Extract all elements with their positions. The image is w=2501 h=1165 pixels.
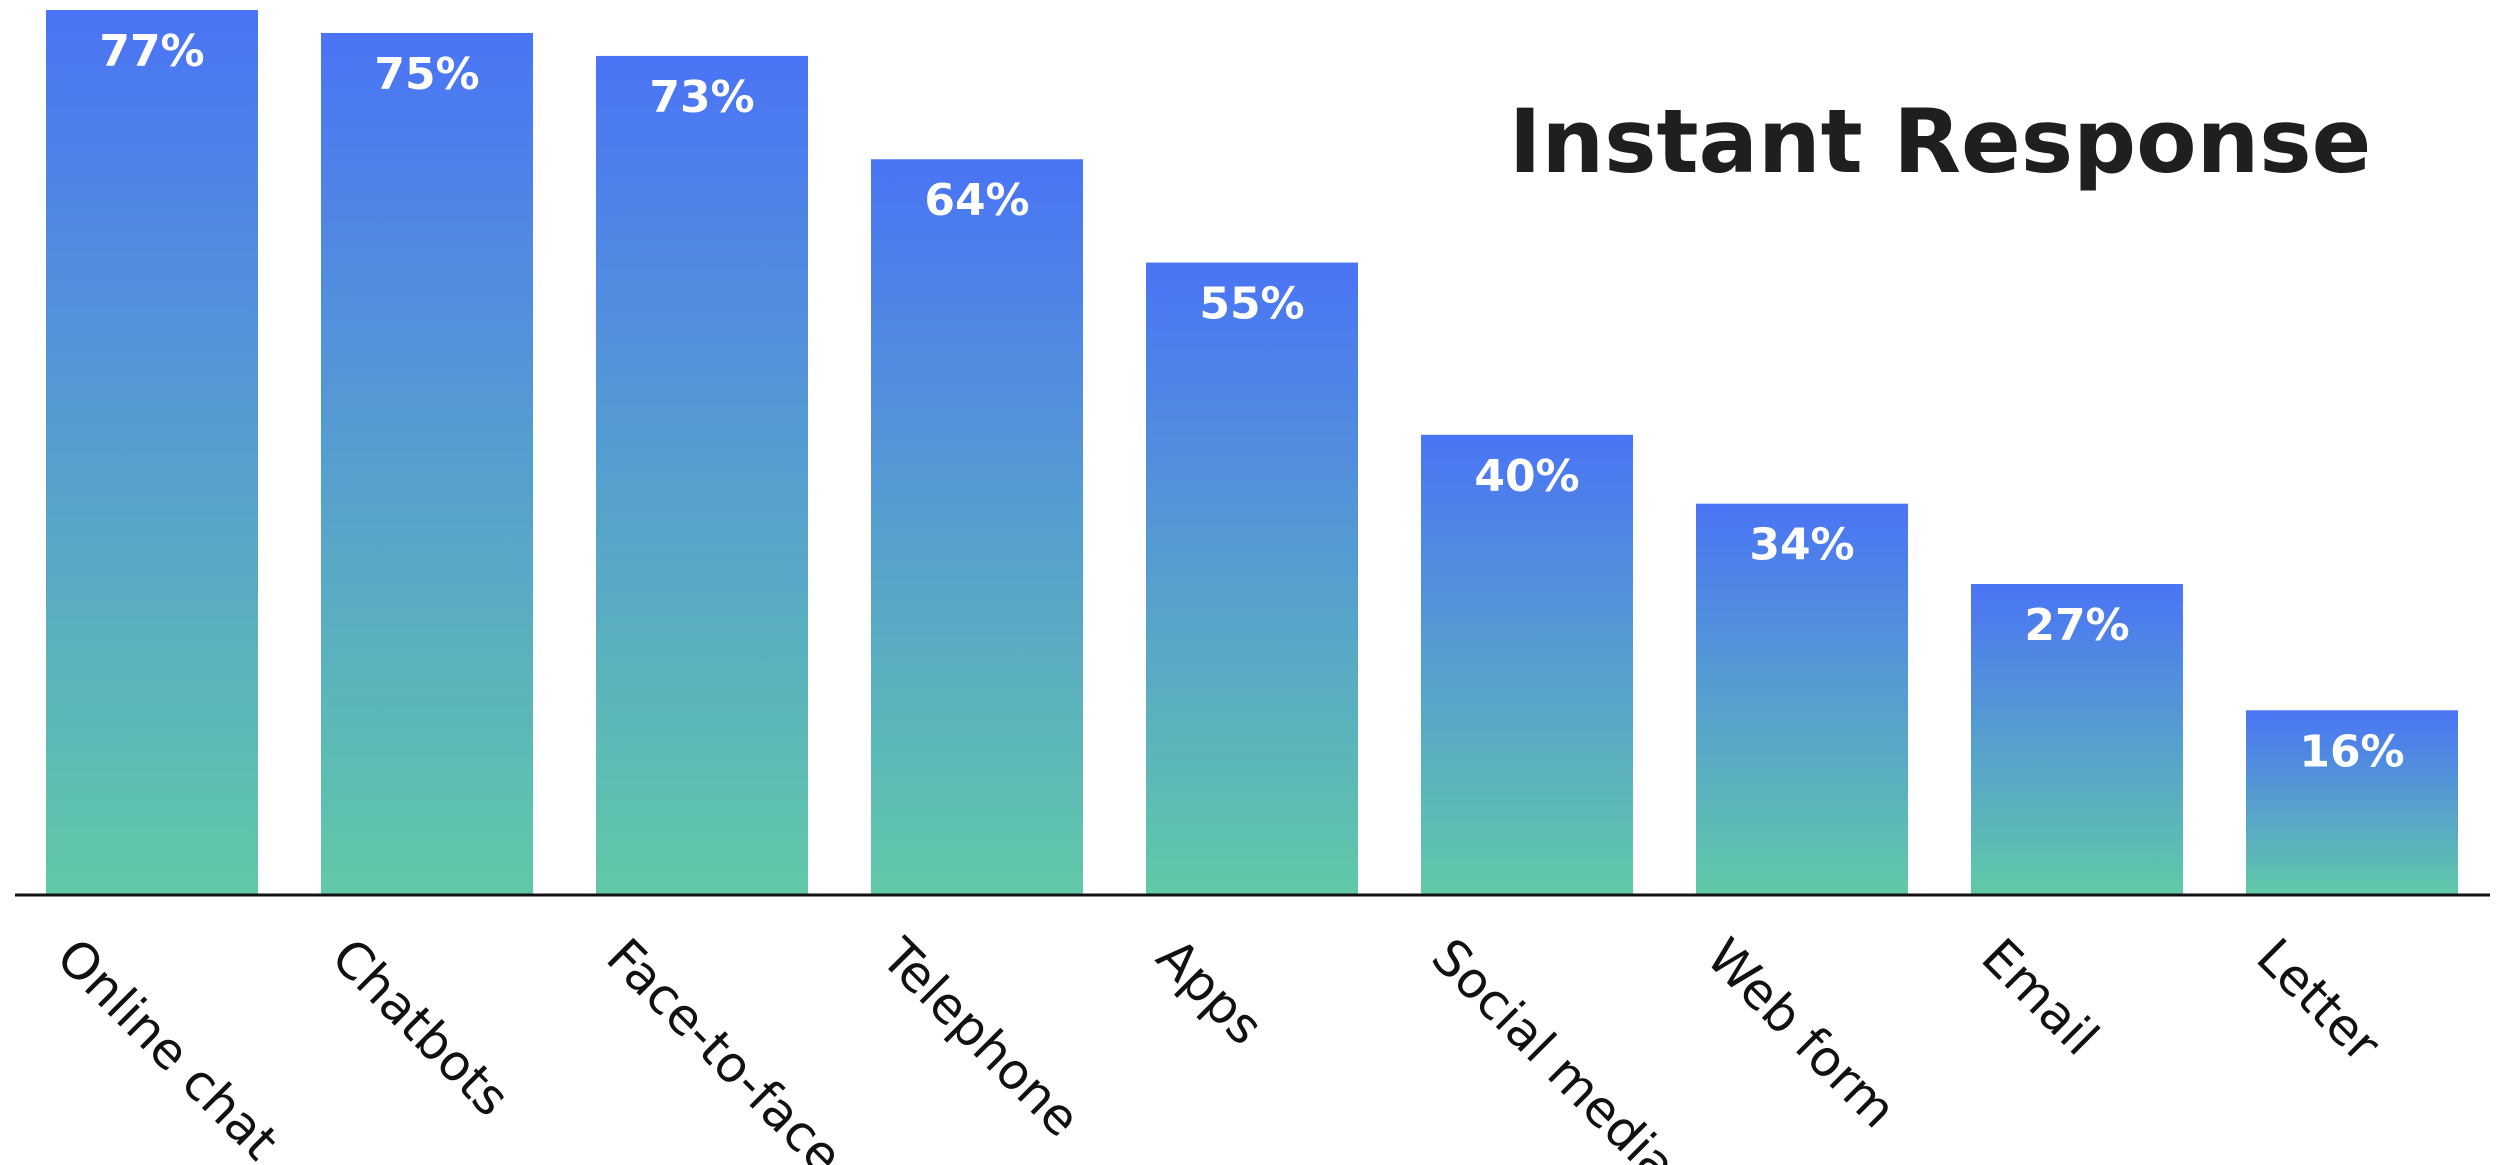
category-label: Apps	[1146, 927, 1275, 1056]
bar-2	[596, 55, 808, 895]
bars-group	[46, 10, 2458, 895]
category-label: Chatbots	[321, 927, 521, 1127]
category-label: Email	[1971, 927, 2110, 1066]
bar-value-label: 77%	[99, 26, 204, 77]
bar-0	[46, 10, 258, 894]
bar-value-label: 64%	[924, 175, 1029, 226]
category-label: Online chat	[46, 927, 290, 1165]
category-label: Face-to-face	[596, 927, 854, 1165]
bar-5	[1421, 434, 1633, 894]
category-label: Web form	[1696, 927, 1908, 1139]
bar-value-label: 73%	[649, 72, 754, 123]
bar-1	[321, 32, 533, 894]
value-labels-group: 77% 75% 73% 64% 55% 40% 34% 27% 16%	[99, 26, 2404, 777]
category-label: Telephone	[870, 927, 1091, 1148]
chart-title: Instant Response	[1509, 90, 2372, 193]
bar-7	[1971, 584, 2183, 894]
bar-4	[1146, 262, 1358, 895]
category-labels-group: Online chat Chatbots Face-to-face Telephone…	[46, 927, 2392, 1165]
bar-value-label: 55%	[1199, 279, 1304, 330]
bar-value-label: 34%	[1749, 520, 1854, 571]
bar-6	[1696, 503, 1908, 894]
category-label: Letter	[2246, 927, 2392, 1073]
bar-value-label: 16%	[2299, 726, 2404, 777]
bar-value-label: 27%	[2024, 600, 2129, 651]
bar-value-label: 40%	[1474, 451, 1579, 502]
bar-8	[2246, 710, 2458, 894]
category-label: Social media	[1421, 927, 1688, 1165]
bar-3	[871, 159, 1083, 894]
bar-value-label: 75%	[374, 49, 479, 100]
